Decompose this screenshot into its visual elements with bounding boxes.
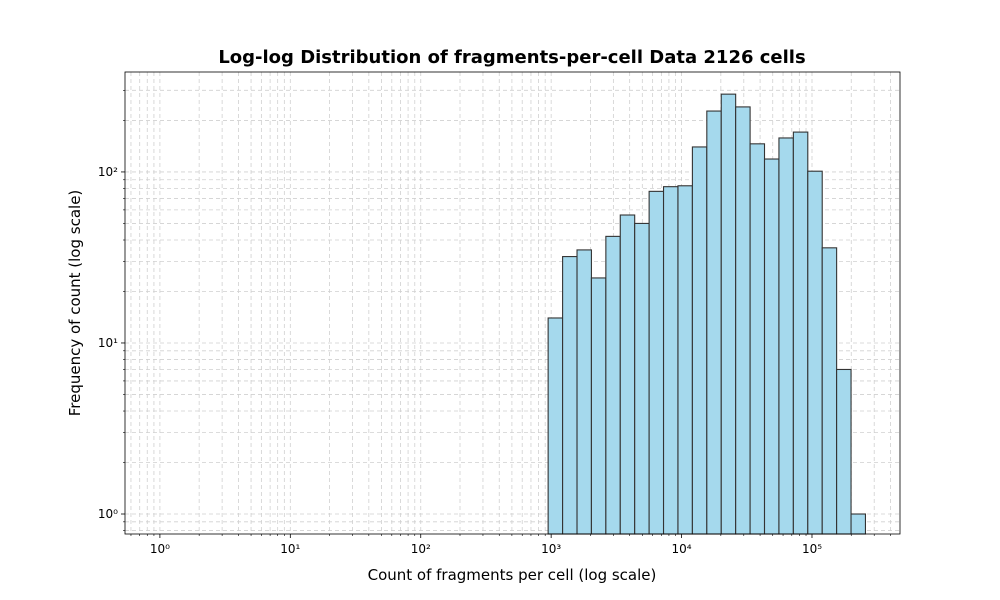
x-tick-label: 10³ [541,542,561,556]
bar [619,214,636,535]
bar [706,110,722,535]
bar [763,158,780,535]
bar [547,317,564,535]
y-tick-label: 10¹ [98,336,118,350]
bar [648,190,665,535]
bar [720,93,737,535]
bar [807,170,823,535]
x-axis-label: Count of fragments per cell (log scale) [368,566,657,584]
bar [850,513,866,535]
x-tick-label: 10¹ [280,542,300,556]
bar [634,222,650,535]
bar [562,256,578,535]
plot-frame [124,71,901,535]
bar [691,146,708,535]
bar [605,235,621,535]
x-tick-label: 10⁰ [150,542,170,556]
bar [735,106,751,535]
bar [749,143,766,535]
y-tick-label: 10⁰ [98,507,118,521]
bar [778,137,794,535]
x-tick-label: 10⁵ [802,542,822,556]
x-tick-label: 10² [411,542,431,556]
bar [792,131,809,535]
x-tick-label: 10⁴ [672,542,692,556]
bar [836,368,852,535]
y-tick-label: 10² [98,165,118,179]
bar [576,249,592,535]
y-axis-label: Frequency of count (log scale) [66,190,84,417]
bar [590,277,607,535]
chart-title: Log-log Distribution of fragments-per-ce… [218,47,805,68]
bar [662,186,679,535]
bar [677,185,693,535]
bar [821,247,838,535]
